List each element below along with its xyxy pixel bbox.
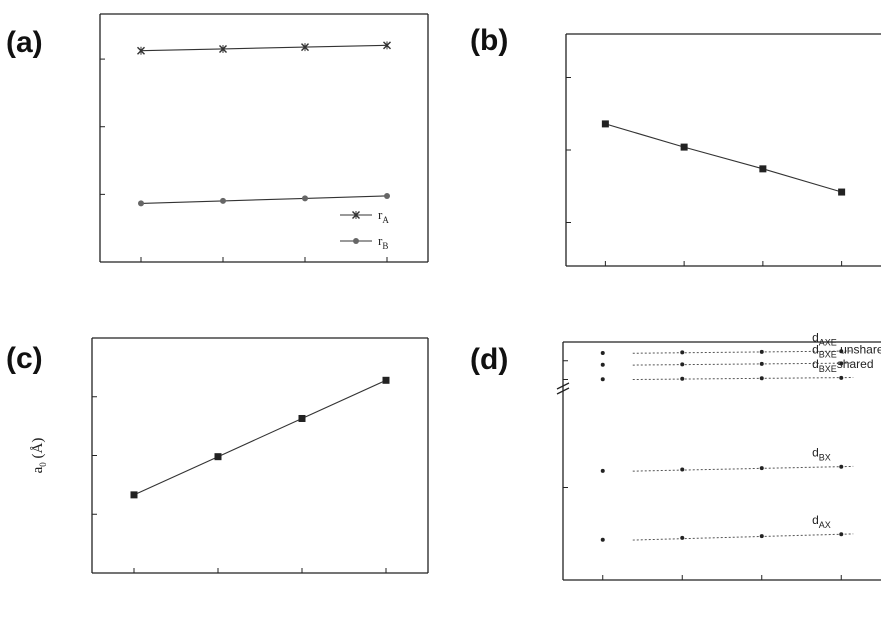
series-label: dAXE: [812, 330, 837, 347]
data-point: [759, 361, 764, 366]
legend-label-sub: A: [382, 215, 389, 225]
axis-break-mark: [556, 382, 570, 390]
data-point: [130, 491, 138, 499]
data-point: [600, 377, 605, 382]
series-line: [632, 350, 854, 354]
series-line: [632, 377, 854, 381]
series-label-sub: AX: [819, 520, 831, 530]
data-point: [219, 44, 227, 53]
data-point: [838, 188, 846, 196]
series-line: [632, 533, 854, 541]
series-1: [137, 41, 391, 55]
data-point: [839, 361, 844, 366]
data-point: [680, 143, 688, 151]
panel-label: (c): [6, 342, 43, 375]
data-point: [680, 350, 685, 355]
data-point: [839, 375, 844, 380]
series-label-tail: shared: [837, 357, 874, 371]
data-point: [137, 46, 145, 55]
data-point: [759, 466, 764, 471]
legend-label-main: r: [378, 207, 383, 222]
panel-2: (b): [470, 24, 881, 267]
data-point: [301, 43, 309, 52]
y-axis-title-sub: 0: [38, 462, 48, 467]
series-3: dBXEshared: [600, 357, 874, 382]
series-line: [140, 195, 388, 204]
series-label-sub: BXE: [819, 349, 837, 359]
data-point: [759, 349, 764, 354]
series-line: [133, 379, 387, 496]
legend-marker: [352, 211, 360, 219]
data-point: [383, 41, 391, 50]
series-line: [632, 465, 854, 472]
data-point: [759, 534, 764, 539]
legend-label-main: r: [378, 233, 383, 248]
series-label-sub: BXE: [819, 364, 837, 374]
series-line: [140, 44, 388, 52]
series-label-sub: AXE: [819, 337, 837, 347]
series-1: dAXE: [600, 330, 854, 355]
legend-marker: [353, 238, 359, 244]
data-point: [298, 414, 306, 422]
series-2: [138, 192, 390, 207]
series-line: [632, 362, 854, 366]
data-point: [680, 535, 685, 540]
data-point: [600, 350, 605, 355]
series-label-sub: BX: [819, 453, 831, 463]
data-point: [600, 468, 605, 473]
panel-label: (d): [470, 343, 508, 376]
series-label: dAX: [812, 513, 831, 530]
data-point: [600, 537, 605, 542]
series-4: dBX: [600, 446, 854, 473]
panel-label: (a): [6, 26, 43, 59]
data-point: [220, 197, 226, 204]
data-point: [680, 362, 685, 367]
data-point: [839, 532, 844, 537]
series-1: [130, 376, 390, 499]
series-label: dBX: [812, 446, 831, 463]
y-axis-title-tail: (Å): [30, 438, 46, 463]
legend-label: rA: [378, 207, 389, 225]
series-line: [605, 123, 842, 193]
series-label-main: d: [812, 513, 819, 527]
data-point: [759, 376, 764, 381]
series-label-main: d: [812, 446, 819, 460]
data-point: [302, 195, 308, 202]
data-point: [600, 362, 605, 367]
data-point: [680, 376, 685, 381]
panel-label: (b): [470, 24, 508, 57]
data-point: [138, 200, 144, 207]
series-label-main: d: [812, 330, 819, 344]
data-point: [382, 376, 390, 384]
data-point: [839, 464, 844, 469]
axis-break-mark: [556, 387, 570, 395]
series-5: dAX: [600, 513, 854, 542]
series-label: dBXEshared: [812, 357, 873, 374]
series-1: [601, 120, 846, 196]
data-point: [601, 120, 609, 128]
y-axis-title-main: a: [30, 466, 46, 473]
data-point: [839, 349, 844, 354]
y-axis-title: a0 (Å): [30, 438, 48, 474]
data-point: [680, 467, 685, 472]
series-label-main: d: [812, 342, 819, 356]
data-point: [214, 453, 222, 461]
legend-label-sub: B: [382, 241, 388, 251]
legend-label: rB: [378, 233, 388, 251]
data-point: [384, 192, 390, 199]
series-label-main: d: [812, 357, 819, 371]
data-point: [759, 165, 767, 173]
panel-3: (c) a0 (Å): [6, 337, 429, 574]
